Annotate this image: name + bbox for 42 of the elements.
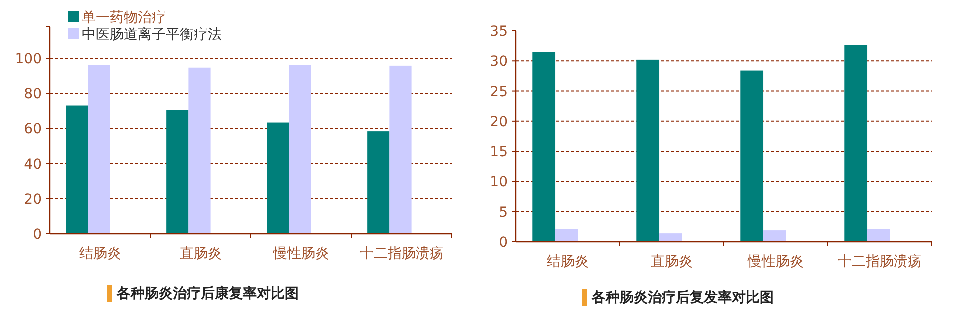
y-tick-label: 0 bbox=[33, 227, 42, 243]
x-tick-label: 结肠炎 bbox=[79, 246, 122, 262]
y-tick-label: 80 bbox=[24, 86, 42, 103]
bar bbox=[764, 230, 786, 242]
y-tick-label: 25 bbox=[490, 84, 508, 100]
bar bbox=[267, 122, 290, 234]
y-tick-label: 5 bbox=[499, 204, 508, 221]
bar bbox=[88, 65, 110, 234]
x-tick-label: 结肠炎 bbox=[547, 254, 589, 270]
x-tick-label: 直肠炎 bbox=[180, 246, 222, 262]
x-tick-label: 慢性肠炎 bbox=[272, 246, 330, 262]
y-tick-label: 40 bbox=[24, 156, 42, 173]
bar bbox=[188, 68, 211, 234]
x-tick-label: 直肠炎 bbox=[651, 254, 693, 270]
bar bbox=[532, 52, 556, 242]
x-tick-label: 十二指肠溃疡 bbox=[360, 246, 444, 262]
bar bbox=[660, 234, 682, 242]
y-tick-label: 20 bbox=[490, 114, 508, 130]
x-tick-label: 慢性肠炎 bbox=[747, 254, 804, 270]
bar bbox=[636, 60, 660, 242]
legend-label: 中医肠道离子平衡疗法 bbox=[82, 27, 222, 43]
bar bbox=[556, 229, 578, 242]
y-tick-label: 20 bbox=[24, 192, 42, 208]
x-tick-label: 十二指肠溃疡 bbox=[838, 254, 922, 270]
y-tick-label: 15 bbox=[490, 144, 508, 161]
y-tick-label: 35 bbox=[490, 24, 508, 40]
bar bbox=[368, 132, 390, 234]
y-tick-label: 30 bbox=[490, 54, 508, 70]
bar bbox=[868, 229, 890, 242]
text: 各种肠炎治疗后复发率对比图 bbox=[591, 289, 774, 306]
y-tick-label: 10 bbox=[490, 174, 508, 191]
bar bbox=[740, 70, 764, 242]
text: 各种肠炎治疗后康复率对比图 bbox=[116, 285, 299, 302]
y-tick-label: 60 bbox=[24, 122, 42, 138]
bar bbox=[844, 45, 868, 242]
legend-label: 单一药物治疗 bbox=[82, 10, 166, 26]
bar bbox=[66, 106, 88, 234]
bar bbox=[289, 65, 312, 234]
bar bbox=[390, 66, 412, 234]
y-tick-label: 0 bbox=[499, 235, 508, 251]
bar bbox=[166, 110, 189, 234]
y-tick-label: 100 bbox=[15, 52, 42, 68]
